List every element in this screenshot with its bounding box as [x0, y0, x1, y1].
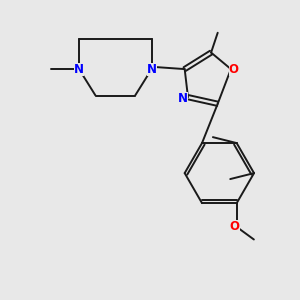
Text: O: O [229, 63, 238, 76]
Text: O: O [230, 220, 240, 233]
Text: N: N [178, 92, 188, 105]
Text: N: N [74, 63, 84, 76]
Text: N: N [147, 63, 157, 76]
